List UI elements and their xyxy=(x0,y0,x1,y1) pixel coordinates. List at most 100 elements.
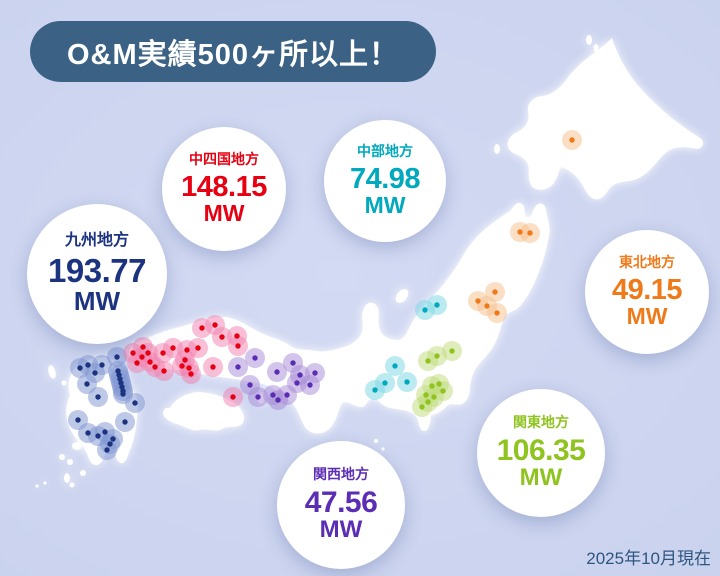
site-dot-kansai xyxy=(294,380,300,386)
site-dot-tohoku xyxy=(527,230,533,236)
region-mw-unit: MW xyxy=(203,199,245,226)
goto-islet-1 xyxy=(35,484,39,488)
site-dot-chushikoku xyxy=(145,350,151,356)
site-dot-chushikoku xyxy=(230,394,236,400)
site-dot-chubu xyxy=(392,363,398,369)
site-dot-chubu xyxy=(434,302,440,308)
site-dot-chushikoku xyxy=(179,363,185,369)
region-mw-unit: MW xyxy=(364,191,406,218)
region-badge-kanto: 関東地方 106.35 MW xyxy=(477,389,605,517)
region-badge-kyushu: 九州地方 193.77 MW xyxy=(27,204,167,344)
region-mw-value: 47.56 xyxy=(304,485,378,519)
site-dot-tohoku xyxy=(475,298,481,304)
site-dot-tohoku xyxy=(494,310,500,316)
site-dot-kansai xyxy=(290,360,296,366)
nagashima-islet xyxy=(67,459,73,465)
site-dot-kanto xyxy=(423,392,429,398)
site-dot-chushikoku xyxy=(160,350,166,356)
site-dot-chubu xyxy=(382,380,388,386)
site-dot-kanto xyxy=(425,399,431,405)
site-dot-kansai xyxy=(312,370,318,376)
site-dot-chubu xyxy=(422,307,428,313)
site-dot-chushikoku xyxy=(210,364,216,370)
site-dot-kyushu xyxy=(120,391,126,397)
region-mw-value: 148.15 xyxy=(181,170,267,203)
amakusa-island xyxy=(72,442,82,450)
izu-islet-2 xyxy=(381,447,385,451)
site-dot-chushikoku xyxy=(134,360,140,366)
site-dot-kyushu xyxy=(95,394,101,400)
site-dot-chushikoku xyxy=(188,371,194,377)
site-dot-kanto xyxy=(434,353,440,359)
shikoku-landmass xyxy=(163,392,245,431)
tsushima-island xyxy=(48,365,56,379)
site-dot-kansai xyxy=(297,372,303,378)
region-name: 九州地方 xyxy=(64,231,129,249)
site-dot-kanto xyxy=(449,348,455,354)
site-dot-kansai xyxy=(270,392,276,398)
izu-islet-1 xyxy=(374,439,378,443)
region-badge-kansai: 関西地方 47.56 MW xyxy=(277,441,405,569)
osumi-islet xyxy=(80,470,86,476)
site-dot-kyushu xyxy=(107,441,113,447)
site-dot-kyushu xyxy=(99,362,105,368)
site-dot-tohoku xyxy=(492,289,498,295)
site-dot-chushikoku xyxy=(139,354,145,360)
site-dot-kansai xyxy=(255,394,261,400)
region-mw-value: 74.98 xyxy=(349,162,421,195)
site-dot-chushikoku xyxy=(152,364,158,370)
as-of-date-label: 2025年10月現在 xyxy=(586,549,711,568)
region-name: 中部地方 xyxy=(357,143,413,160)
site-dot-tohoku xyxy=(569,137,575,143)
site-dot-kyushu xyxy=(75,417,81,423)
site-dot-chushikoku xyxy=(182,357,188,363)
title-banner-label: O&M実績500ヶ所以上！ xyxy=(67,38,400,71)
region-mw-value: 193.77 xyxy=(48,252,146,290)
site-dot-chushikoku xyxy=(140,344,146,350)
site-dot-kyushu xyxy=(85,362,91,368)
sado-island xyxy=(395,288,409,304)
site-dot-kyushu xyxy=(84,381,90,387)
tanegashima-island xyxy=(64,473,70,483)
koshiki-islet xyxy=(59,454,65,460)
site-dot-kanto xyxy=(440,388,446,394)
site-dot-kanto xyxy=(425,358,431,364)
site-dot-kyushu xyxy=(92,370,98,376)
region-mw-value: 106.35 xyxy=(496,433,586,467)
region-mw-unit: MW xyxy=(319,515,363,543)
site-dot-chushikoku xyxy=(130,350,136,356)
region-name: 東北地方 xyxy=(619,254,675,271)
site-dot-chushikoku xyxy=(235,343,241,349)
yakushima-island xyxy=(69,482,75,488)
site-dot-kansai xyxy=(247,382,253,388)
site-dot-kyushu xyxy=(114,354,120,360)
site-dot-kyushu xyxy=(102,429,108,435)
site-dot-kanto xyxy=(429,383,435,389)
site-dot-kansai xyxy=(235,364,241,370)
region-mw-unit: MW xyxy=(626,302,668,329)
region-mw-unit: MW xyxy=(519,463,563,491)
iki-island xyxy=(61,380,67,386)
site-dot-chushikoku xyxy=(212,322,218,328)
site-dots-layer xyxy=(68,130,582,460)
site-dot-chushikoku xyxy=(199,325,205,331)
site-dot-kanto xyxy=(419,404,425,410)
site-dot-chushikoku xyxy=(170,345,176,351)
region-badge-chubu: 中部地方 74.98 MW xyxy=(324,120,446,242)
site-dot-chushikoku xyxy=(219,334,225,340)
region-badge-chushikoku: 中四国地方 148.15 MW xyxy=(162,127,286,251)
okushiri-island xyxy=(494,144,500,154)
site-dot-kansai xyxy=(275,397,281,403)
site-dot-kyushu xyxy=(85,430,91,436)
site-dot-chubu xyxy=(404,379,410,385)
site-dot-kyushu xyxy=(104,447,110,453)
hokkaido-landmass xyxy=(507,38,704,200)
site-dot-kyushu xyxy=(132,400,138,406)
site-dot-chushikoku xyxy=(184,347,190,353)
site-dot-kanto xyxy=(436,381,442,387)
site-dot-kansai xyxy=(284,392,290,398)
site-dot-kyushu xyxy=(122,419,128,425)
rebun-island xyxy=(593,44,599,52)
